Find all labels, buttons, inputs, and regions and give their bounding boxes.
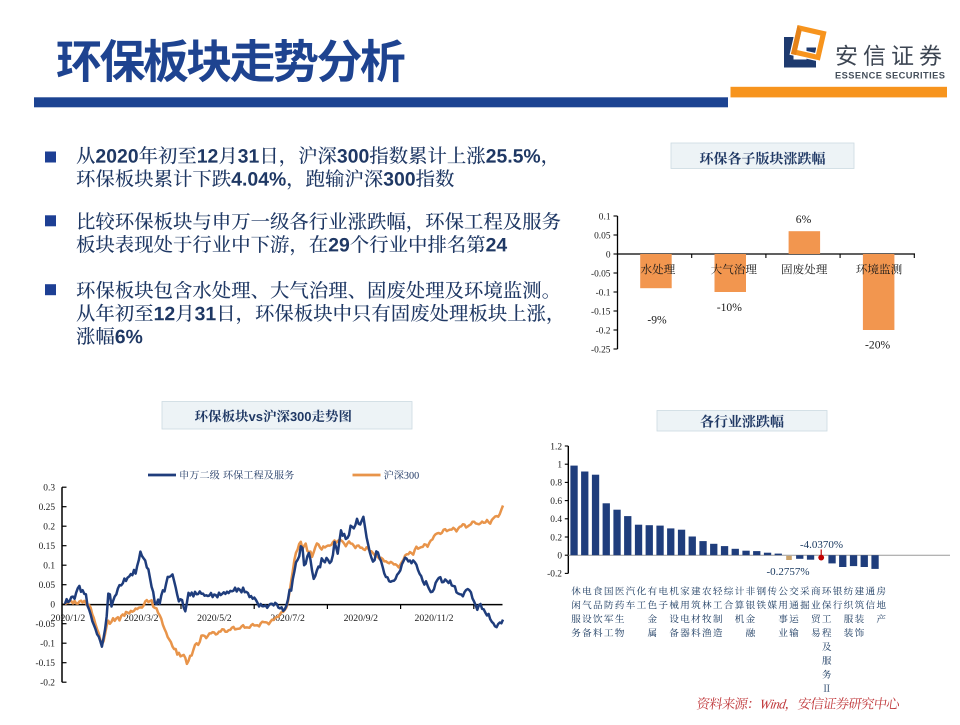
svg-text:2020/7/2: 2020/7/2: [270, 613, 305, 624]
svg-text:2020/3/2: 2020/3/2: [124, 613, 159, 624]
svg-text:-9%: -9%: [647, 314, 667, 327]
svg-text:0.6: 0.6: [550, 497, 562, 507]
svg-text:1.2: 1.2: [550, 442, 562, 452]
svg-text:-0.2757%: -0.2757%: [766, 566, 809, 578]
svg-text:ESSENCE SECURITIES: ESSENCE SECURITIES: [835, 71, 945, 81]
svg-text:0.1: 0.1: [599, 212, 611, 222]
svg-text:-20%: -20%: [865, 339, 890, 352]
svg-text:0.1: 0.1: [43, 562, 55, 572]
svg-text:-10%: -10%: [717, 301, 742, 314]
svg-text:2020/11/2: 2020/11/2: [415, 613, 454, 624]
svg-text:0: 0: [50, 601, 55, 611]
svg-text:0.25: 0.25: [39, 503, 56, 513]
svg-text:-0.15: -0.15: [35, 659, 55, 669]
svg-text:0: 0: [557, 552, 562, 562]
svg-text:2020/9/2: 2020/9/2: [344, 613, 379, 624]
svg-text:0.4: 0.4: [550, 515, 562, 525]
svg-text:0.05: 0.05: [594, 231, 611, 241]
svg-text:0: 0: [606, 250, 611, 260]
svg-text:-0.25: -0.25: [591, 345, 611, 355]
svg-text:-0.05: -0.05: [591, 269, 611, 279]
svg-text:-0.05: -0.05: [35, 620, 55, 630]
svg-text:6%: 6%: [796, 213, 812, 226]
svg-text:-0.2: -0.2: [547, 570, 562, 580]
svg-text:-0.2: -0.2: [40, 679, 55, 689]
svg-text:0.15: 0.15: [39, 542, 56, 552]
svg-text:2020/1/2: 2020/1/2: [51, 613, 86, 624]
svg-text:1: 1: [557, 461, 562, 471]
svg-text:0.2: 0.2: [550, 533, 562, 543]
svg-text:0.8: 0.8: [550, 479, 562, 489]
svg-text:-0.1: -0.1: [596, 288, 611, 298]
svg-text:-0.15: -0.15: [591, 307, 611, 317]
svg-text:0.05: 0.05: [39, 581, 56, 591]
svg-text:2020/5/2: 2020/5/2: [197, 613, 232, 624]
svg-text:-0.2: -0.2: [596, 326, 611, 336]
svg-text:-0.1: -0.1: [40, 640, 55, 650]
svg-text:0.3: 0.3: [43, 484, 55, 494]
svg-text:-4.0370%: -4.0370%: [800, 539, 843, 551]
svg-text:0.2: 0.2: [43, 523, 55, 533]
